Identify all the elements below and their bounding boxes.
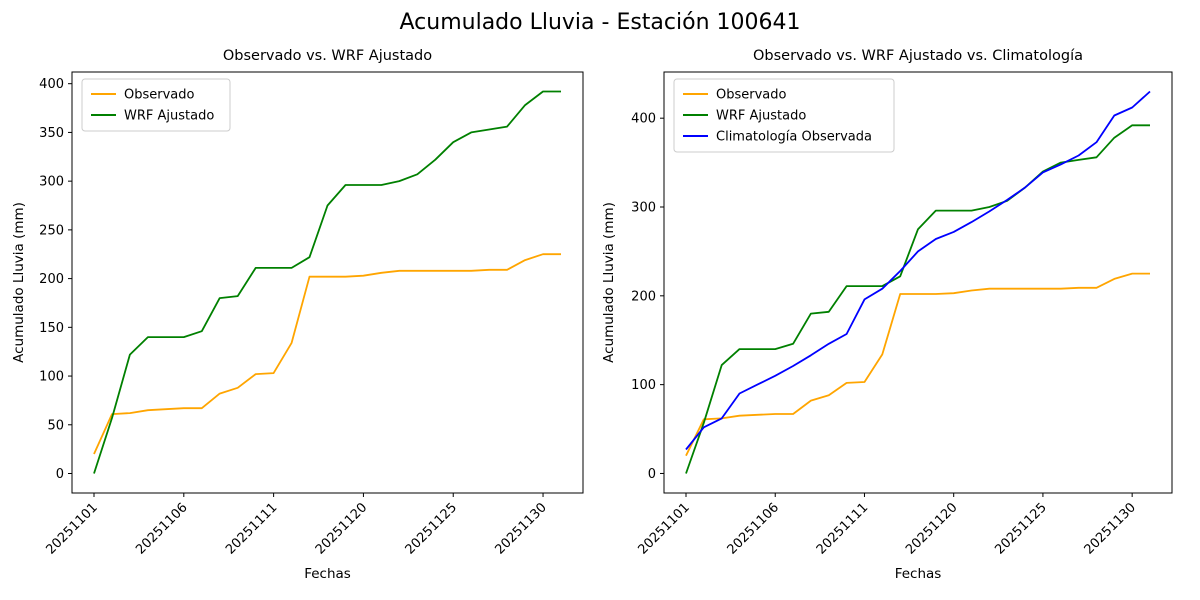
legend-box bbox=[81, 78, 231, 132]
legend-label: Observado bbox=[124, 88, 195, 103]
y-tick-label: 300 bbox=[39, 175, 64, 190]
x-tick-label: 20251111 bbox=[814, 500, 871, 557]
figure-title: Acumulado Lluvia - Estación 100641 bbox=[400, 10, 801, 35]
y-tick-label: 400 bbox=[39, 77, 64, 92]
y-tick-label: 350 bbox=[39, 126, 64, 141]
y-tick-label: 0 bbox=[56, 467, 64, 482]
series-line-wrf-ajustado bbox=[685, 124, 1150, 474]
y-tick-label: 300 bbox=[631, 201, 656, 216]
y-tick-label: 100 bbox=[631, 378, 656, 393]
series-line-climatolog-a-observada bbox=[685, 90, 1151, 451]
x-tick-label: 20251130 bbox=[492, 500, 549, 557]
y-tick-label: 400 bbox=[631, 112, 656, 127]
y-tick-label: 200 bbox=[631, 289, 656, 304]
x-tick-label: 20251101 bbox=[635, 500, 692, 557]
legend-box bbox=[673, 78, 895, 153]
y-tick-label: 150 bbox=[39, 321, 64, 336]
x-tick-label: 20251106 bbox=[725, 500, 782, 557]
x-tick-label: 20251120 bbox=[313, 500, 370, 557]
charts-layer: Observado vs. WRF Ajustado Acumulado Lluv… bbox=[11, 48, 1173, 582]
x-tick-label: 20251101 bbox=[43, 500, 100, 557]
x-tick-label: 20251130 bbox=[1082, 500, 1139, 557]
x-tick-label: 20251106 bbox=[133, 500, 190, 557]
subplot-title: Observado vs. WRF Ajustado bbox=[223, 48, 432, 64]
x-tick-label: 20251125 bbox=[403, 500, 460, 557]
legend-label: WRF Ajustado bbox=[124, 109, 214, 124]
series-line-observado bbox=[93, 253, 561, 455]
series-line-observado bbox=[685, 272, 1150, 457]
x-tick-label: 20251120 bbox=[903, 500, 960, 557]
legend-label: Climatología Observada bbox=[716, 130, 872, 145]
x-tick-label: 20251111 bbox=[223, 500, 280, 557]
subplot-2: Observado vs. WRF Ajustado vs. Climatolo… bbox=[601, 48, 1173, 582]
axes-frame bbox=[71, 71, 584, 494]
legend-label: Observado bbox=[716, 88, 787, 103]
x-axis-label: Fechas bbox=[304, 566, 351, 582]
y-tick-label: 250 bbox=[39, 223, 64, 238]
x-axis-label: Fechas bbox=[895, 566, 942, 582]
y-axis-label: Acumulado Lluvia (mm) bbox=[11, 202, 27, 363]
series-line-wrf-ajustado bbox=[93, 90, 561, 474]
axes-frame bbox=[663, 71, 1173, 494]
x-tick-label: 20251125 bbox=[992, 500, 1049, 557]
y-tick-label: 200 bbox=[39, 272, 64, 287]
subplot-1: Observado vs. WRF Ajustado Acumulado Lluv… bbox=[11, 48, 584, 582]
y-axis-label: Acumulado Lluvia (mm) bbox=[601, 202, 617, 363]
legend-label: WRF Ajustado bbox=[716, 109, 806, 124]
y-tick-label: 100 bbox=[39, 370, 64, 385]
y-tick-label: 0 bbox=[648, 467, 656, 482]
y-tick-label: 50 bbox=[47, 418, 64, 433]
subplot-title: Observado vs. WRF Ajustado vs. Climatolo… bbox=[753, 48, 1083, 64]
